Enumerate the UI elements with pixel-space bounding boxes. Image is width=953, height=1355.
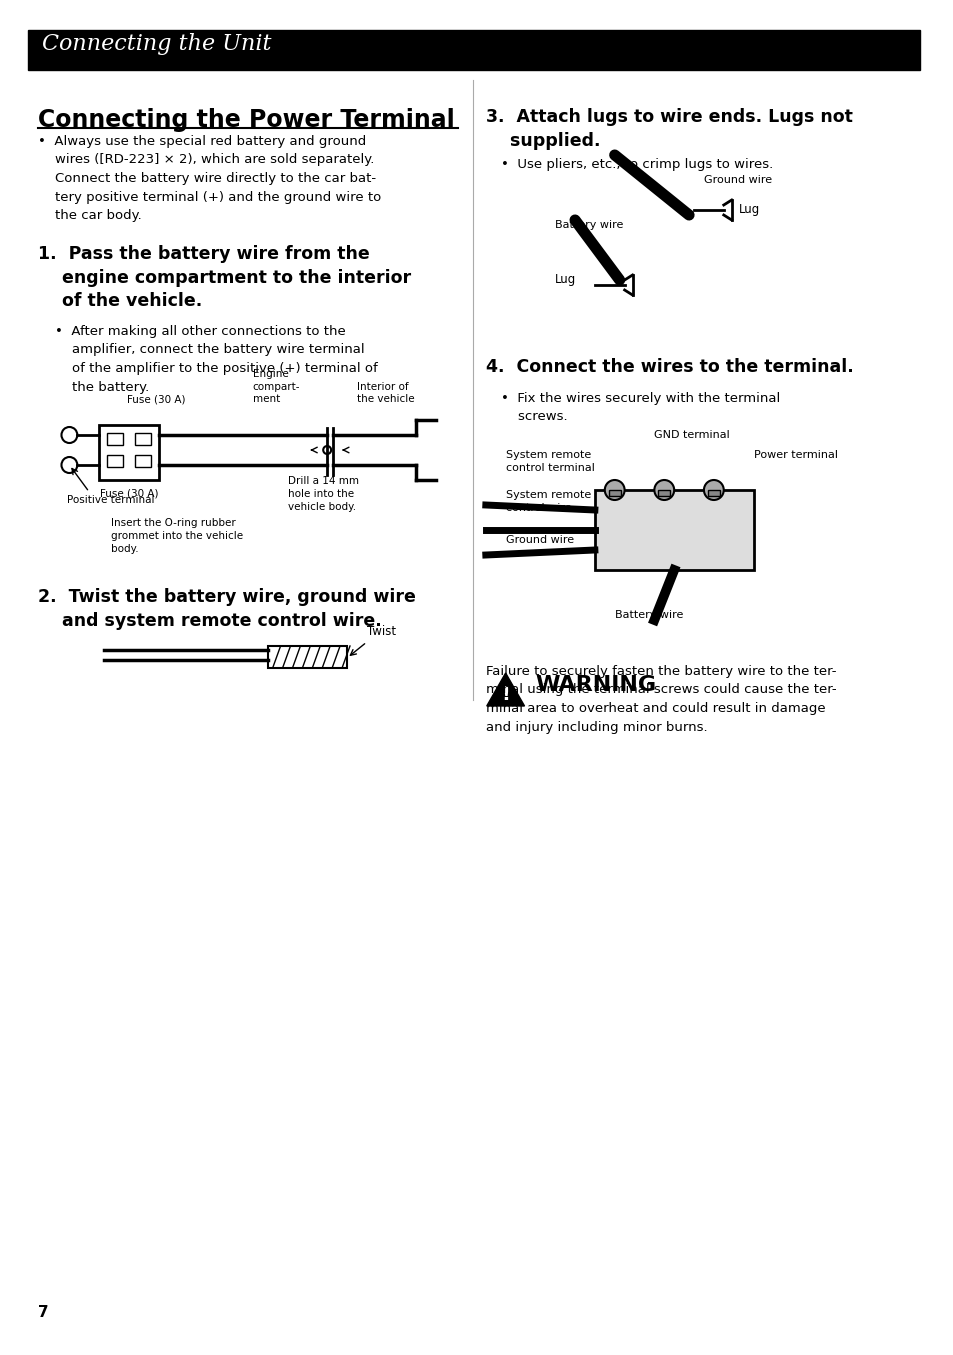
Text: Battery wire: Battery wire [614,610,682,621]
Text: Insert the O-ring rubber
grommet into the vehicle
body.: Insert the O-ring rubber grommet into th… [111,518,243,554]
Text: WARNING: WARNING [535,675,656,695]
Text: Ground wire: Ground wire [703,175,771,186]
Text: Battery wire: Battery wire [555,220,623,230]
Text: Power terminal: Power terminal [753,450,837,459]
Text: Connecting the Power Terminal: Connecting the Power Terminal [37,108,454,131]
Circle shape [323,446,331,454]
Bar [107,434,123,444]
Text: •  Always use the special red battery and ground
    wires ([RD-223] × 2), which: • Always use the special red battery and… [37,136,380,222]
Bar [134,434,151,444]
Bar [608,491,620,496]
Text: 3.  Attach lugs to wire ends. Lugs not
    supplied.: 3. Attach lugs to wire ends. Lugs not su… [485,108,852,149]
Text: 7: 7 [37,1305,49,1320]
Text: Lug: Lug [555,274,576,286]
Text: Failure to securely fasten the battery wire to the ter-
minal using the terminal: Failure to securely fasten the battery w… [485,665,836,733]
Text: Twist: Twist [367,625,395,638]
Text: Positive terminal: Positive terminal [68,495,154,505]
Bar [99,425,158,480]
Text: •  Use pliers, etc., to crimp lugs to wires.: • Use pliers, etc., to crimp lugs to wir… [500,159,772,171]
Text: Lug: Lug [738,203,760,217]
Text: GND terminal: GND terminal [654,430,729,440]
Text: Interior of
the vehicle: Interior of the vehicle [356,382,415,404]
Text: Engine
compart-
ment: Engine compart- ment [253,369,300,404]
Bar [595,491,753,570]
Text: Connecting the Unit: Connecting the Unit [42,33,271,56]
Text: •  After making all other connections to the
    amplifier, connect the battery : • After making all other connections to … [54,325,376,393]
Circle shape [654,480,674,500]
Text: Drill a 14 mm
hole into the
vehicle body.: Drill a 14 mm hole into the vehicle body… [287,476,358,512]
Text: Fuse (30 A): Fuse (30 A) [99,488,158,499]
Bar [28,30,919,70]
Text: •  Fix the wires securely with the terminal
    screws.: • Fix the wires securely with the termin… [500,392,780,424]
Bar [268,646,347,668]
Text: System remote
control terminal: System remote control terminal [505,450,594,473]
Text: System remote
control wire: System remote control wire [505,491,590,514]
Bar [134,455,151,467]
Circle shape [703,480,723,500]
Text: 1.  Pass the battery wire from the
    engine compartment to the interior
    of: 1. Pass the battery wire from the engine… [37,245,411,310]
Bar [707,491,720,496]
Text: 2.  Twist the battery wire, ground wire
    and system remote control wire.: 2. Twist the battery wire, ground wire a… [37,588,416,630]
Text: Fuse (30 A): Fuse (30 A) [128,394,186,404]
Bar [107,455,123,467]
Text: 4.  Connect the wires to the terminal.: 4. Connect the wires to the terminal. [485,358,853,375]
Text: Ground wire: Ground wire [505,535,573,545]
Circle shape [604,480,624,500]
Bar [658,491,670,496]
Text: !: ! [500,686,510,705]
